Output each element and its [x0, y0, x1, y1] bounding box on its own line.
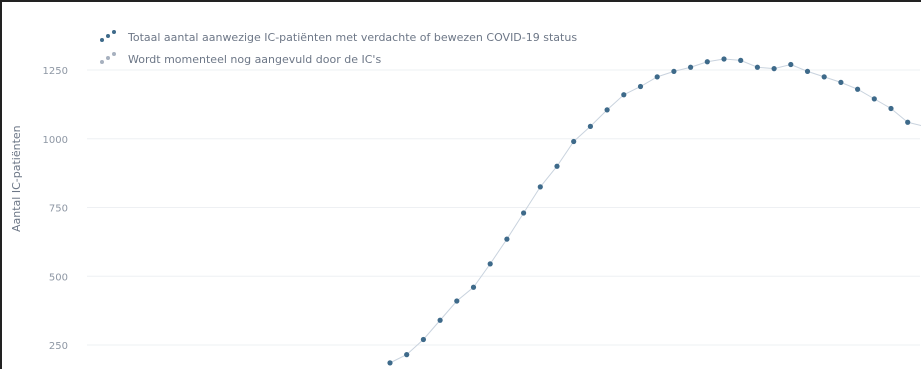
data-point[interactable]	[905, 119, 911, 125]
y-tick-label: 1250	[43, 66, 68, 77]
data-point[interactable]	[688, 64, 694, 70]
data-point[interactable]	[788, 61, 794, 68]
data-point[interactable]	[804, 68, 811, 74]
data-point[interactable]	[821, 74, 827, 80]
chart-legend: Totaal aantal aanwezige IC-patiënten met…	[98, 26, 577, 70]
y-tick-label: 750	[49, 204, 68, 215]
data-point[interactable]	[437, 317, 443, 323]
data-point[interactable]	[420, 336, 426, 343]
data-point[interactable]	[587, 123, 594, 129]
data-point[interactable]	[554, 163, 560, 169]
y-tick-label: 500	[49, 272, 68, 283]
y-tick-label: 250	[49, 341, 68, 352]
data-point[interactable]	[855, 86, 861, 92]
data-point[interactable]	[621, 92, 627, 98]
data-point[interactable]	[571, 138, 577, 145]
data-point[interactable]	[838, 79, 844, 85]
data-point[interactable]	[454, 298, 460, 304]
legend-label-total: Totaal aantal aanwezige IC-patiënten met…	[128, 30, 578, 44]
data-point[interactable]	[504, 236, 510, 242]
data-point[interactable]	[721, 56, 727, 62]
data-point[interactable]	[654, 74, 660, 80]
legend-item-pending[interactable]: Wordt momenteel nog aangevuld door de IC…	[98, 48, 577, 70]
data-point[interactable]	[521, 210, 527, 216]
data-point[interactable]	[604, 107, 610, 113]
data-point[interactable]	[888, 105, 894, 112]
data-point[interactable]	[871, 96, 877, 102]
data-point[interactable]	[671, 68, 677, 74]
data-point[interactable]	[487, 261, 493, 267]
data-point[interactable]	[754, 64, 761, 70]
y-axis-title: Aantal IC-patiënten	[10, 125, 23, 232]
data-point[interactable]	[738, 57, 744, 63]
data-point[interactable]	[387, 360, 393, 366]
legend-item-total[interactable]: Totaal aantal aanwezige IC-patiënten met…	[98, 26, 577, 48]
legend-swatch-total-icon	[98, 30, 120, 44]
data-point[interactable]	[771, 66, 777, 72]
data-point[interactable]	[537, 184, 543, 190]
y-tick-label: 1000	[43, 135, 68, 146]
legend-swatch-pending-icon	[98, 52, 120, 66]
data-point[interactable]	[470, 284, 477, 290]
data-point[interactable]	[404, 352, 410, 358]
legend-label-pending: Wordt momenteel nog aangevuld door de IC…	[128, 52, 382, 66]
data-point[interactable]	[637, 83, 644, 90]
series-line	[389, 58, 921, 364]
data-point[interactable]	[704, 59, 710, 65]
